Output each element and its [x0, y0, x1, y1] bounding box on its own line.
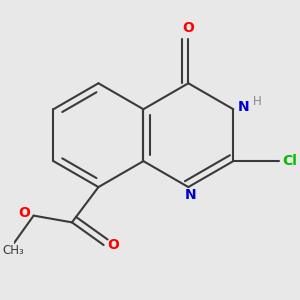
Text: O: O: [18, 206, 30, 220]
Text: CH₃: CH₃: [2, 244, 24, 257]
Text: O: O: [182, 21, 194, 35]
Text: O: O: [107, 238, 119, 252]
Text: H: H: [252, 95, 261, 108]
Text: N: N: [238, 100, 250, 114]
Text: N: N: [185, 188, 196, 202]
Text: Cl: Cl: [283, 154, 298, 168]
